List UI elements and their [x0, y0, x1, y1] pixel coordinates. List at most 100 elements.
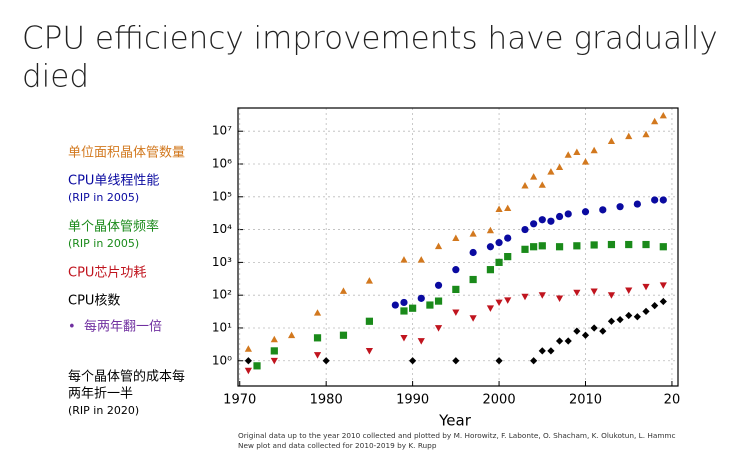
data-point — [530, 243, 538, 251]
data-point — [417, 294, 425, 302]
data-point — [659, 282, 667, 289]
data-point — [581, 158, 590, 165]
data-point — [434, 242, 443, 250]
plot-frame — [237, 107, 679, 387]
data-point — [659, 111, 667, 119]
data-point — [659, 297, 667, 306]
data-point — [253, 362, 261, 370]
data-point — [573, 242, 581, 250]
data-point — [417, 338, 425, 345]
data-point — [642, 307, 650, 316]
data-point — [469, 275, 477, 284]
y-tick-label: 10² — [212, 288, 232, 302]
data-point — [633, 313, 641, 321]
data-point — [564, 210, 572, 218]
y-tick-label: 10³ — [212, 255, 232, 269]
data-point — [400, 307, 408, 315]
data-point — [573, 289, 581, 297]
data-point — [434, 325, 443, 332]
data-point — [555, 337, 564, 345]
data-point — [409, 357, 417, 365]
data-point — [538, 292, 546, 299]
data-point — [581, 331, 590, 339]
data-point — [538, 347, 546, 355]
data-point — [391, 301, 399, 309]
data-point — [322, 357, 330, 365]
data-point — [538, 242, 546, 250]
data-point — [495, 258, 503, 266]
data-point — [633, 200, 641, 208]
cost-note: 两年折一半 — [68, 387, 133, 402]
slide-title: CPU efficiency improvements have gradual… — [22, 21, 718, 57]
data-point — [547, 168, 555, 175]
data-point — [642, 130, 650, 138]
data-point — [530, 357, 538, 365]
data-point — [651, 196, 659, 204]
data-point — [270, 347, 278, 355]
data-point — [538, 181, 546, 188]
y-tick-label: 10⁶ — [212, 156, 232, 170]
data-point — [244, 357, 252, 365]
data-point — [625, 311, 633, 320]
data-point — [625, 287, 633, 294]
data-point — [599, 206, 607, 214]
y-tick-label: 10⁷ — [212, 124, 232, 138]
data-point — [270, 335, 278, 343]
y-tick-label: 10⁴ — [212, 222, 232, 236]
data-point — [659, 196, 667, 204]
data-point — [244, 345, 252, 352]
bullet: • — [68, 320, 76, 335]
data-point — [486, 226, 495, 234]
data-point — [434, 281, 443, 289]
data-point — [521, 245, 529, 253]
data-point — [607, 292, 616, 299]
x-tick-label: 20 — [664, 393, 681, 408]
data-point — [625, 132, 633, 140]
data-point — [547, 347, 555, 355]
data-point — [573, 148, 581, 156]
data-point — [616, 203, 624, 211]
data-point — [521, 181, 529, 189]
data-point — [659, 243, 667, 251]
data-point — [590, 288, 598, 296]
data-point — [651, 117, 659, 125]
data-point — [452, 266, 460, 274]
slide-title: died — [22, 59, 89, 95]
data-point — [642, 240, 650, 249]
data-point — [452, 309, 460, 316]
data-point — [287, 331, 296, 339]
data-point — [400, 256, 408, 263]
data-point — [607, 317, 616, 325]
data-point — [564, 337, 572, 345]
data-point — [434, 297, 443, 305]
data-point — [504, 234, 512, 242]
data-point — [530, 173, 538, 180]
x-tick-label: 1980 — [310, 393, 343, 408]
data-point — [365, 277, 373, 284]
data-point — [590, 241, 598, 249]
data-point — [590, 324, 598, 332]
data-point — [581, 208, 590, 216]
data-point — [339, 331, 348, 339]
x-axis-label: Year — [438, 412, 472, 430]
data-point — [495, 357, 503, 365]
y-tick-label: 10⁰ — [212, 353, 232, 367]
x-tick-label: 1970 — [223, 393, 256, 408]
y-tick-label: 10¹ — [212, 320, 232, 334]
data-point — [244, 367, 252, 375]
legend-note: (RIP in 2005) — [68, 237, 139, 250]
data-point — [590, 146, 598, 154]
data-point — [555, 243, 564, 251]
cost-note: (RIP in 2020) — [68, 404, 139, 417]
data-point — [270, 357, 278, 365]
footnote: New plot and data collected for 2010-201… — [238, 441, 437, 450]
data-point — [452, 234, 460, 241]
x-tick-label: 2000 — [483, 393, 516, 408]
x-tick-label: 2010 — [569, 393, 602, 408]
data-point — [538, 216, 546, 224]
data-point — [486, 243, 495, 251]
data-point — [469, 248, 477, 257]
data-point — [313, 352, 322, 359]
